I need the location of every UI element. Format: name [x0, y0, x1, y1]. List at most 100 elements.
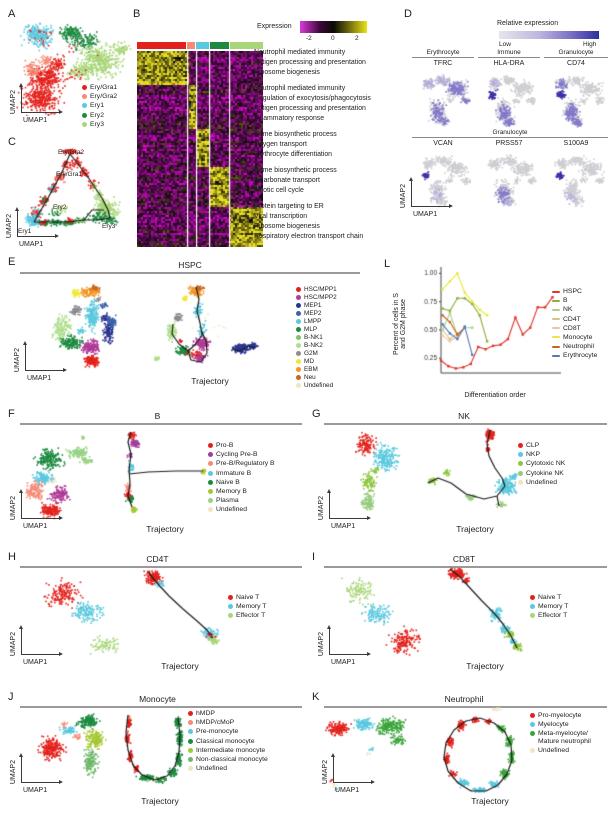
legend-label: Naive T [236, 594, 260, 601]
legend-item: Ery3 [82, 121, 117, 128]
legend-marker [208, 452, 213, 458]
trajectory-label-f: Trajectory [146, 524, 184, 534]
panel-b-label: B [133, 8, 141, 20]
feature-plot-s100a9 [549, 150, 605, 208]
legend-label: hMDP [196, 710, 215, 717]
legend-item: Undefined [530, 747, 591, 754]
legend-marker [188, 729, 193, 735]
relative-expression-label: Relative expression [497, 20, 559, 27]
legend-item: Intermediate monocyte [188, 747, 268, 754]
legend-item: MD [296, 358, 337, 365]
panel-f-title: B [154, 411, 161, 421]
legend-marker [208, 461, 213, 467]
trajectory-plot-cd4t [135, 566, 230, 664]
legend-marker [530, 595, 535, 600]
trajectory-label-j: Trajectory [141, 796, 179, 806]
legend-item: Ery2 [82, 112, 117, 119]
go-term-group: Protein targeting to ER Viral transcripti… [246, 202, 382, 242]
legend-label: HSPC [563, 288, 582, 295]
legend-item: Neutrophil [552, 343, 597, 350]
legend-marker [82, 121, 87, 127]
legend-label: Undefined [196, 765, 227, 773]
go-term-line: Neutrophil mediated immunity [254, 49, 346, 56]
legend-item: Classical monocyte [188, 738, 268, 745]
go-term-list: Neutrophil mediated immunity Antigen proc… [246, 48, 382, 248]
legend-item: Ery/Gra2 [82, 93, 117, 100]
legend-label: NKP [526, 451, 540, 459]
panel-a-label: A [8, 8, 16, 20]
go-term-line: Oxygen transport [254, 141, 307, 148]
legend-label: Cycling Pre-B [216, 451, 258, 459]
umap1-axis-label: UMAP1 [335, 787, 360, 794]
cluster-label-erygra1: Ery/Gra1 [56, 171, 83, 178]
legend-marker [530, 604, 535, 610]
go-term-line: Heme biosynthetic process [254, 131, 337, 138]
y-axis-arrow [19, 625, 23, 655]
legend-label: CLP [526, 442, 540, 449]
trajectory-plot-neutrophil [438, 703, 533, 795]
y-axis-arrow [331, 753, 335, 783]
go-term-group: Heme biosynthetic process Oxygen transpor… [246, 130, 382, 160]
cluster-strip-segment [209, 42, 230, 49]
legend-item: Immature B [208, 470, 275, 477]
legend-marker [518, 452, 523, 458]
legend-marker [208, 488, 213, 494]
legend-marker [552, 345, 560, 348]
legend-marker [530, 613, 535, 619]
x-axis-arrow [411, 204, 453, 208]
group-header-granulocyte: Granulocyte [544, 49, 608, 58]
umap-axes-k: UMAP2 UMAP1 [320, 748, 376, 794]
legend-item: Ery/Gra1 [82, 84, 117, 91]
y-axis-arrow [409, 177, 413, 207]
relative-expression-colorbar [499, 31, 599, 39]
go-term-group: Neutrophil mediated immunity Regulation o… [246, 84, 382, 124]
panel-l-label: L [384, 258, 391, 270]
x-axis-arrow [21, 516, 63, 520]
umap1-axis-label: UMAP1 [23, 523, 48, 530]
legend-marker [552, 318, 560, 321]
legend-item: Neu [296, 374, 337, 381]
panel-j-title: Monocyte [139, 694, 176, 704]
legend-label: Undefined [216, 506, 247, 514]
legend-marker [296, 319, 301, 324]
colorbar-high-label: High [583, 41, 597, 48]
group-header-granulocyte-row2: Granulocyte [412, 129, 608, 138]
legend-label: Naive T [538, 594, 562, 601]
legend-item: Ery1 [82, 102, 117, 109]
umap-plot-b [22, 430, 114, 526]
legend-label: EBM [304, 366, 318, 373]
legend-item: Memory B [208, 488, 275, 495]
go-term-line: Viral transcription [254, 213, 308, 220]
legend-label: Pre-monocyte [196, 728, 239, 736]
legend-marker [208, 507, 213, 513]
umap1-axis-label: UMAP1 [23, 117, 48, 124]
go-term-line: Mitotic cell cycle [254, 187, 304, 194]
x-axis-arrow [21, 110, 63, 114]
legend-item: MEP1 [296, 302, 337, 309]
legend-item: Meta-myelocyte/ [530, 730, 591, 737]
legend-label: Undefined [526, 478, 557, 486]
y-axis-arrow [23, 341, 27, 371]
feature-plot-prss57 [481, 150, 537, 208]
gene-label-tfrc: TFRC [433, 60, 453, 67]
trajectory-label-g: Trajectory [456, 524, 494, 534]
legend-item: EBM [296, 366, 337, 373]
go-term-line: Heme biosynthetic process [254, 167, 337, 174]
legend-marker [228, 613, 233, 619]
trajectory-plot-monocyte [112, 710, 197, 795]
cluster-strip-segment [230, 42, 263, 49]
legend-item: Cytokine NK [518, 470, 565, 477]
legend-marker [188, 711, 193, 716]
feature-plot-cd74 [549, 70, 605, 128]
umap-plot-cd4t [28, 570, 128, 662]
legend-item: Effector T [530, 612, 568, 619]
panel-h-label: H [8, 551, 16, 563]
gene-label-prss57: PRSS57 [495, 140, 523, 147]
umap1-axis-label: UMAP1 [331, 523, 356, 530]
legend-item: Undefined [296, 382, 337, 389]
feature-plot-hladra [481, 70, 537, 128]
legend-marker [188, 738, 193, 744]
go-term-line: Antigen processing and presentation [254, 59, 366, 66]
legend-marker [228, 604, 233, 610]
